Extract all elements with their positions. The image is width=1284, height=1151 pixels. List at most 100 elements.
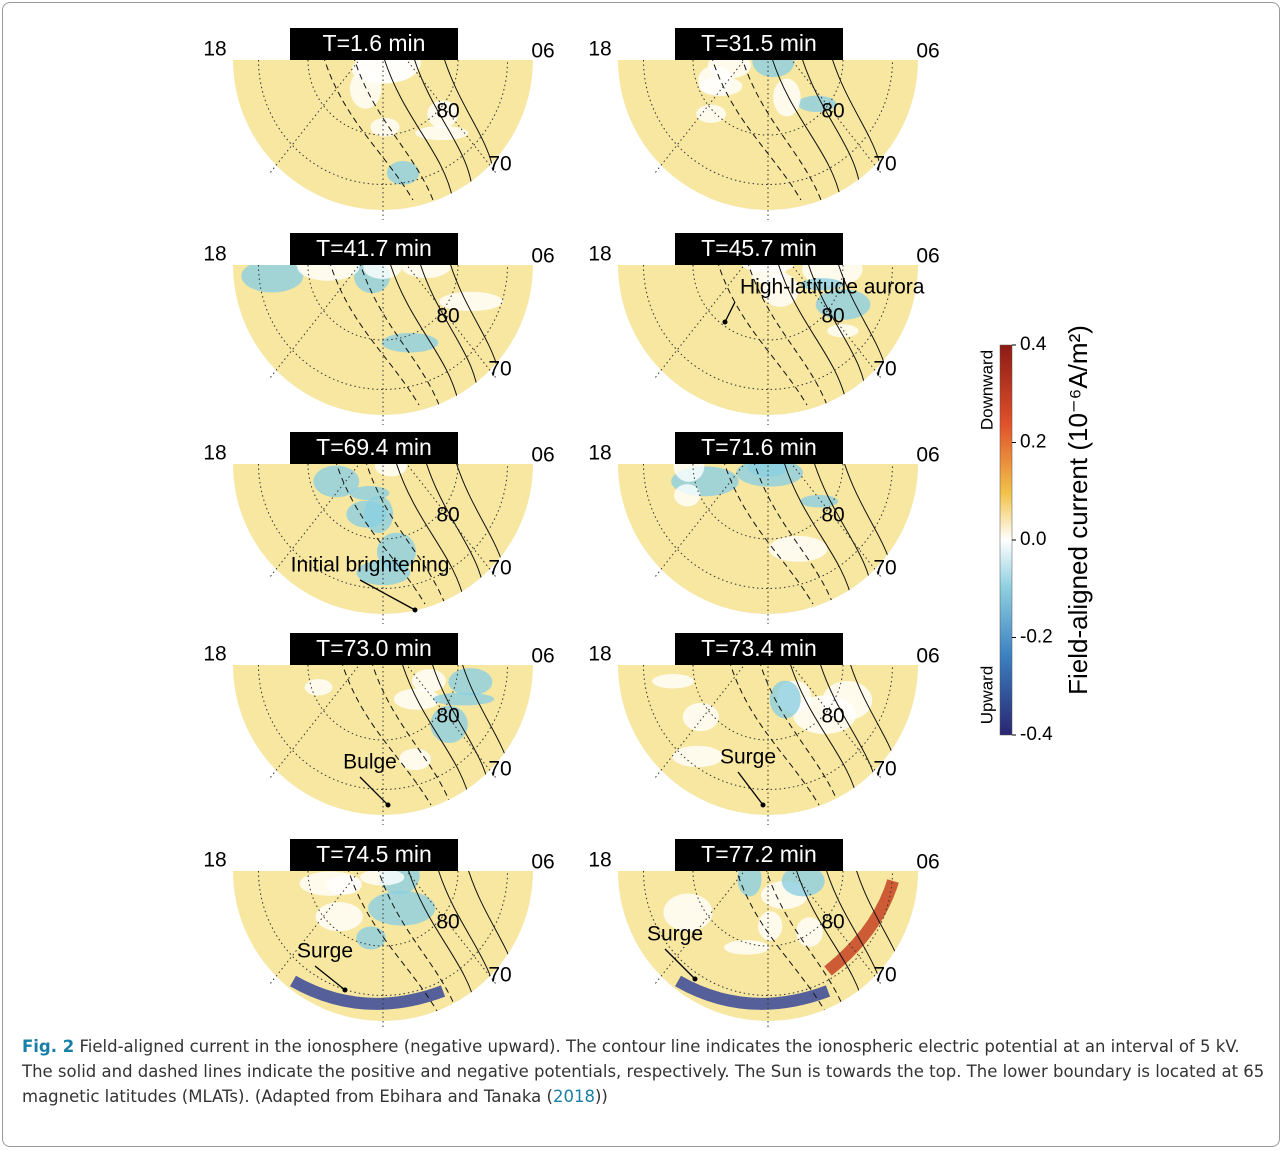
mlt-meridian: [654, 840, 769, 985]
colorbar-tick-label: 0.4: [1020, 334, 1047, 355]
mlt-label: 06: [531, 645, 554, 668]
arrow-head: [342, 987, 348, 993]
mlt-label: 06: [531, 245, 554, 268]
negative-contour: [728, 665, 820, 806]
panel-title-box: [675, 233, 843, 265]
positive-contour: [782, 464, 854, 605]
current-patch: [758, 911, 783, 941]
current-patch: [800, 278, 844, 291]
positive-contour: [776, 265, 848, 406]
annotation: Initial brightening: [291, 554, 450, 577]
panel-title-box: [290, 839, 458, 871]
mlt-label: 18: [588, 643, 611, 666]
negative-contour: [328, 265, 420, 406]
current-patch: [696, 104, 727, 123]
latitude-label: 80: [821, 100, 844, 123]
mlt-meridian: [654, 234, 769, 379]
current-patch: [363, 495, 394, 533]
current-patch: [315, 902, 363, 932]
negative-contour: [322, 60, 414, 201]
current-patch: [672, 745, 723, 768]
colorbar-tick-label: -0.4: [1020, 724, 1053, 745]
latitude-circle: [643, 664, 893, 790]
current-patch: [427, 100, 459, 129]
latitude-label: 70: [488, 964, 511, 987]
mlt-label: 18: [588, 243, 611, 266]
latitude-label: 70: [873, 153, 896, 176]
mlt-label: 06: [531, 40, 554, 63]
colorbar: [999, 344, 1013, 736]
annotation-arrow: [724, 301, 736, 323]
negative-contour: [740, 60, 822, 201]
current-patch: [652, 674, 695, 689]
panel-title: T=73.0 min: [316, 635, 432, 661]
panel-title: T=77.2 min: [701, 841, 817, 867]
negative-contour: [734, 871, 826, 1012]
mlt-label: 18: [203, 643, 226, 666]
annotation: High-latitude aurora: [740, 276, 925, 299]
panel-title-box: [290, 633, 458, 665]
mlt-meridian: [269, 433, 384, 578]
current-patch: [297, 265, 360, 281]
negative-contour: [746, 265, 828, 406]
current-patch: [682, 702, 719, 732]
mlt-meridian: [382, 634, 497, 779]
caption-link[interactable]: 2018: [552, 1087, 595, 1106]
mlt-meridian: [382, 234, 497, 379]
polar-panel: T=73.0 min 18 06 80 70 Bulge: [203, 633, 555, 825]
strong-current: [290, 975, 446, 1010]
panel-title: T=73.4 min: [701, 635, 817, 661]
panel-title-box: [290, 432, 458, 464]
current-patch: [723, 940, 770, 955]
panel-title-box: [675, 432, 843, 464]
current-patch: [241, 265, 304, 293]
positive-contour: [388, 265, 460, 406]
current-patch: [415, 125, 469, 141]
mlt-label: 06: [531, 444, 554, 467]
auroral-ring: [618, 60, 918, 210]
polar-panel: T=69.4 min 18 06 80 70 Initial brightening: [203, 432, 555, 624]
latitude-label: 70: [488, 557, 511, 580]
latitude-circle: [258, 870, 508, 996]
latitude-circle: [258, 664, 508, 790]
current-patch: [432, 692, 495, 706]
negative-contour: [358, 265, 440, 406]
annotation-arrow: [359, 579, 416, 611]
latitude-label: 70: [488, 358, 511, 381]
latitude-circle: [258, 59, 508, 185]
latitude-circle: [258, 463, 508, 589]
positive-contour: [770, 60, 842, 201]
latitude-label: 70: [873, 358, 896, 381]
arrow-head: [385, 802, 391, 808]
panel-title-box: [675, 28, 843, 60]
current-patch: [707, 60, 752, 79]
current-patch: [796, 917, 823, 947]
current-patch: [401, 265, 452, 279]
mlt-meridian: [767, 840, 882, 985]
current-patch: [360, 871, 405, 886]
mlt-meridian: [269, 29, 384, 174]
panel-title: T=74.5 min: [316, 841, 432, 867]
mlt-label: 06: [916, 40, 939, 63]
negative-contour: [716, 265, 808, 406]
latitude-label: 70: [873, 758, 896, 781]
current-patch: [769, 680, 801, 719]
latitude-circle: [258, 264, 508, 390]
current-patch: [802, 265, 863, 288]
colorbar-top-label: Downward: [977, 350, 996, 430]
latitude-label: 80: [436, 911, 459, 934]
colorbar-tick-label: -0.2: [1020, 627, 1053, 648]
mlt-meridian: [767, 234, 882, 379]
latitude-circle: [643, 870, 893, 996]
mlt-label: 18: [203, 442, 226, 465]
current-patch: [699, 76, 743, 96]
arrow-head: [412, 607, 418, 613]
auroral-ring: [233, 871, 533, 1021]
mlt-meridian: [269, 634, 384, 779]
latitude-label: 70: [873, 557, 896, 580]
mlt-meridian: [269, 840, 384, 985]
current-patch: [381, 333, 439, 353]
current-patch: [370, 117, 400, 137]
annotation: Surge: [720, 746, 776, 769]
